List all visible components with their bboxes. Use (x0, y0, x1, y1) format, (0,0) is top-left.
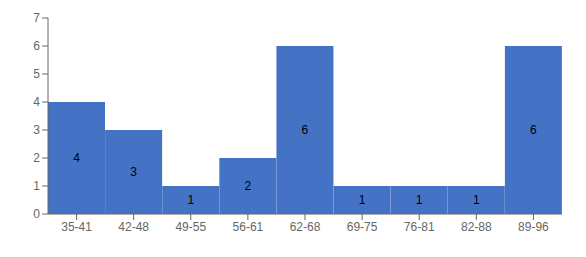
svg-text:4: 4 (73, 151, 80, 165)
svg-text:3: 3 (33, 123, 40, 137)
svg-text:56-61: 56-61 (233, 220, 264, 234)
svg-text:1: 1 (416, 193, 423, 207)
svg-text:7: 7 (33, 11, 40, 25)
svg-text:3: 3 (130, 165, 137, 179)
svg-text:5: 5 (33, 67, 40, 81)
svg-text:35-41: 35-41 (61, 220, 92, 234)
svg-text:6: 6 (302, 123, 309, 137)
svg-text:6: 6 (530, 123, 537, 137)
svg-text:62-68: 62-68 (290, 220, 321, 234)
svg-text:1: 1 (33, 179, 40, 193)
svg-text:6: 6 (33, 39, 40, 53)
svg-text:82-88: 82-88 (461, 220, 492, 234)
svg-text:69-75: 69-75 (347, 220, 378, 234)
svg-text:89-96: 89-96 (518, 220, 549, 234)
svg-text:49-55: 49-55 (175, 220, 206, 234)
svg-text:1: 1 (359, 193, 366, 207)
svg-text:4: 4 (33, 95, 40, 109)
svg-text:0: 0 (33, 207, 40, 221)
svg-text:1: 1 (187, 193, 194, 207)
svg-text:42-48: 42-48 (118, 220, 149, 234)
svg-text:76-81: 76-81 (404, 220, 435, 234)
svg-text:2: 2 (33, 151, 40, 165)
svg-text:1: 1 (473, 193, 480, 207)
svg-text:2: 2 (244, 179, 251, 193)
